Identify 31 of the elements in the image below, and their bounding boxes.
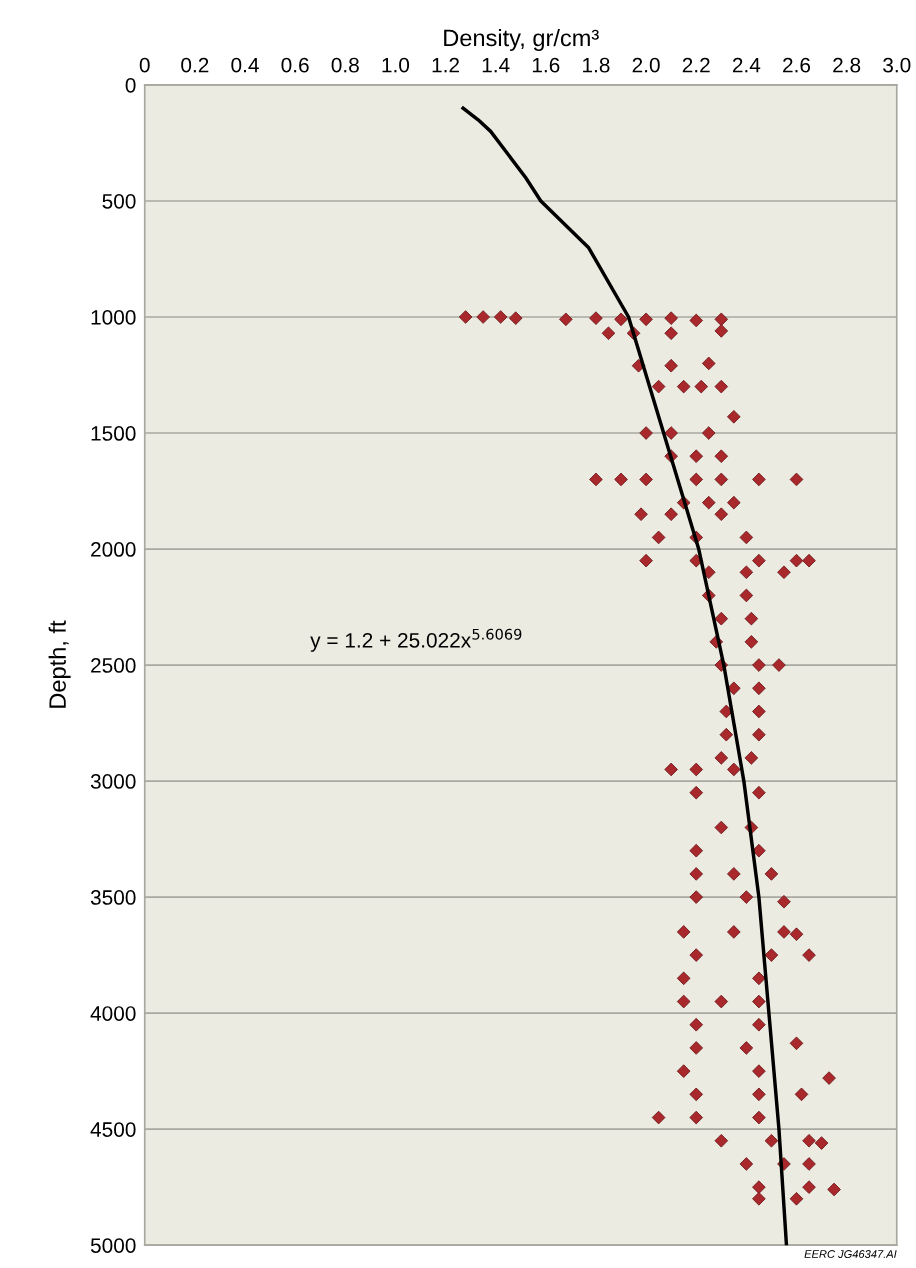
x-axis-title: Density, gr/cm³ — [444, 28, 599, 51]
x-tick-label: 2.2 — [682, 57, 710, 73]
x-tick-label: 1.6 — [532, 57, 560, 73]
y-axis-title: Depth, ft — [48, 620, 71, 708]
x-tick-label: 2.8 — [833, 57, 861, 73]
y-tick-label: 2000 — [91, 542, 136, 557]
x-tick-label: 0.4 — [231, 57, 259, 73]
text: EERC JG46347.AI — [804, 1250, 897, 1258]
x-tick-label: 2.4 — [732, 57, 761, 73]
x-tick-label: 1.4 — [482, 57, 510, 73]
y-tick-label: 3000 — [90, 774, 136, 789]
annotation: y = 1.2 + 25.022x$^{5.6069}$ — [310, 628, 522, 652]
y-tick-label: 1000 — [91, 310, 136, 325]
y-tick-label: 2500 — [91, 658, 136, 673]
x-tick-label: 2.6 — [783, 57, 811, 73]
x-tick-label: 1.8 — [583, 57, 610, 73]
y-tick-label: 0 — [125, 77, 136, 93]
y-tick-label: 3500 — [90, 890, 136, 905]
x-tick-label: 3.0 — [883, 57, 911, 73]
y-tick-label: 1500 — [91, 426, 136, 441]
x-tick-label: 1.2 — [432, 57, 459, 73]
y-tick-label: 500 — [102, 193, 136, 209]
x-tick-label: 0.2 — [181, 57, 209, 73]
x-tick-label: 2.0 — [632, 57, 660, 73]
x-tick-label: 0.6 — [281, 57, 309, 73]
x-tick-label: 0 — [139, 57, 150, 73]
y-tick-label: 5000 — [90, 1238, 136, 1253]
y-tick-label: 4000 — [90, 1006, 136, 1021]
y-tick-label: 4500 — [90, 1122, 136, 1137]
x-tick-label: 0.8 — [331, 57, 359, 73]
x-tick-label: 1.0 — [382, 57, 410, 73]
